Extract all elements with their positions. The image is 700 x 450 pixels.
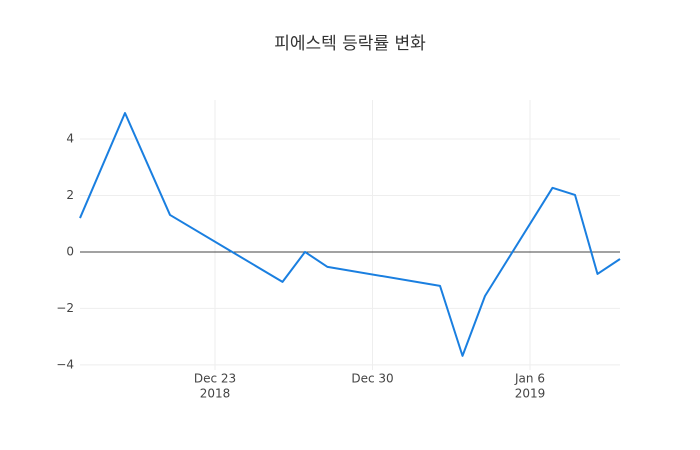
x-tick-sublabel: 2019 [515, 387, 546, 401]
x-tick-label: Dec 23 [194, 372, 236, 386]
x-tick-sublabel: 2018 [200, 387, 231, 401]
y-tick-label: 2 [66, 188, 74, 202]
x-tick-label: Jan 6 [514, 372, 545, 386]
y-tick-label: −4 [56, 357, 74, 371]
chart-title: 피에스텍 등락률 변화 [274, 34, 426, 54]
data-line [79, 111, 621, 357]
y-tick-label: −2 [56, 301, 74, 315]
x-tick-label: Dec 30 [351, 372, 393, 386]
y-tick-label: 4 [66, 131, 74, 145]
y-tick-label: 0 [66, 244, 74, 258]
